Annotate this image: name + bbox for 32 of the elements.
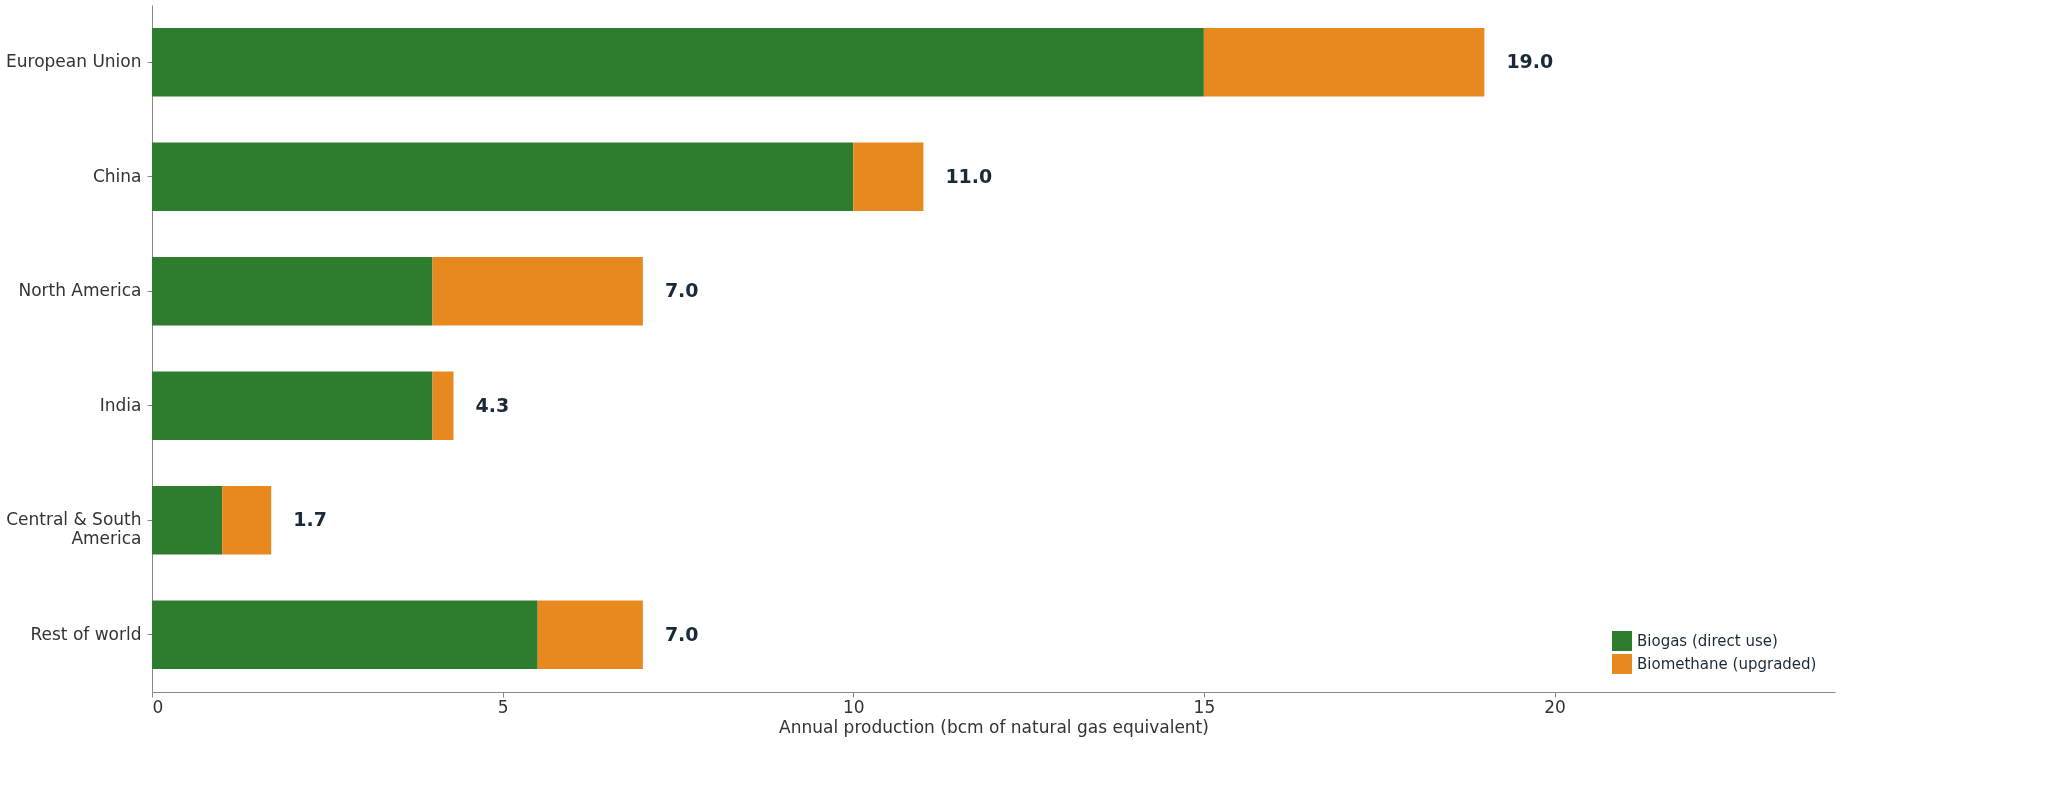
bar xyxy=(432,256,643,326)
x-tick-label: 10 xyxy=(842,696,865,717)
legend-label: Biomethane (upgraded) xyxy=(1637,655,1817,673)
total-label: 7.0 xyxy=(664,279,699,302)
y-tick-label: North America xyxy=(18,280,142,301)
total-label: 19.0 xyxy=(1506,50,1554,73)
x-tick-label: 5 xyxy=(497,696,509,717)
bar xyxy=(537,600,643,670)
bar xyxy=(152,485,223,555)
total-label: 4.3 xyxy=(475,393,510,416)
y-tick-label: India xyxy=(99,394,142,415)
bar xyxy=(432,371,454,441)
total-label: 11.0 xyxy=(945,164,993,187)
y-tick-label: European Union xyxy=(6,51,142,72)
bar xyxy=(152,27,1204,97)
bar xyxy=(152,256,433,326)
x-tick-label: 20 xyxy=(1544,696,1566,717)
total-label: 1.7 xyxy=(293,508,327,531)
legend-label: Biogas (direct use) xyxy=(1637,632,1778,650)
bar xyxy=(853,142,924,212)
x-axis-title: Annual production (bcm of natural gas equivalent) xyxy=(779,716,1209,737)
bar xyxy=(222,485,272,555)
bar xyxy=(1203,27,1485,97)
x-tick-label: 15 xyxy=(1193,696,1216,717)
total-label: 7.0 xyxy=(664,622,699,645)
bar xyxy=(152,600,538,670)
bar xyxy=(152,371,433,441)
y-tick-label: China xyxy=(92,165,142,186)
x-tick-label: 0 xyxy=(152,696,164,717)
y-tick-label: Central & South America xyxy=(6,509,142,549)
y-tick-label: Rest of world xyxy=(30,623,142,644)
bar xyxy=(152,142,854,212)
